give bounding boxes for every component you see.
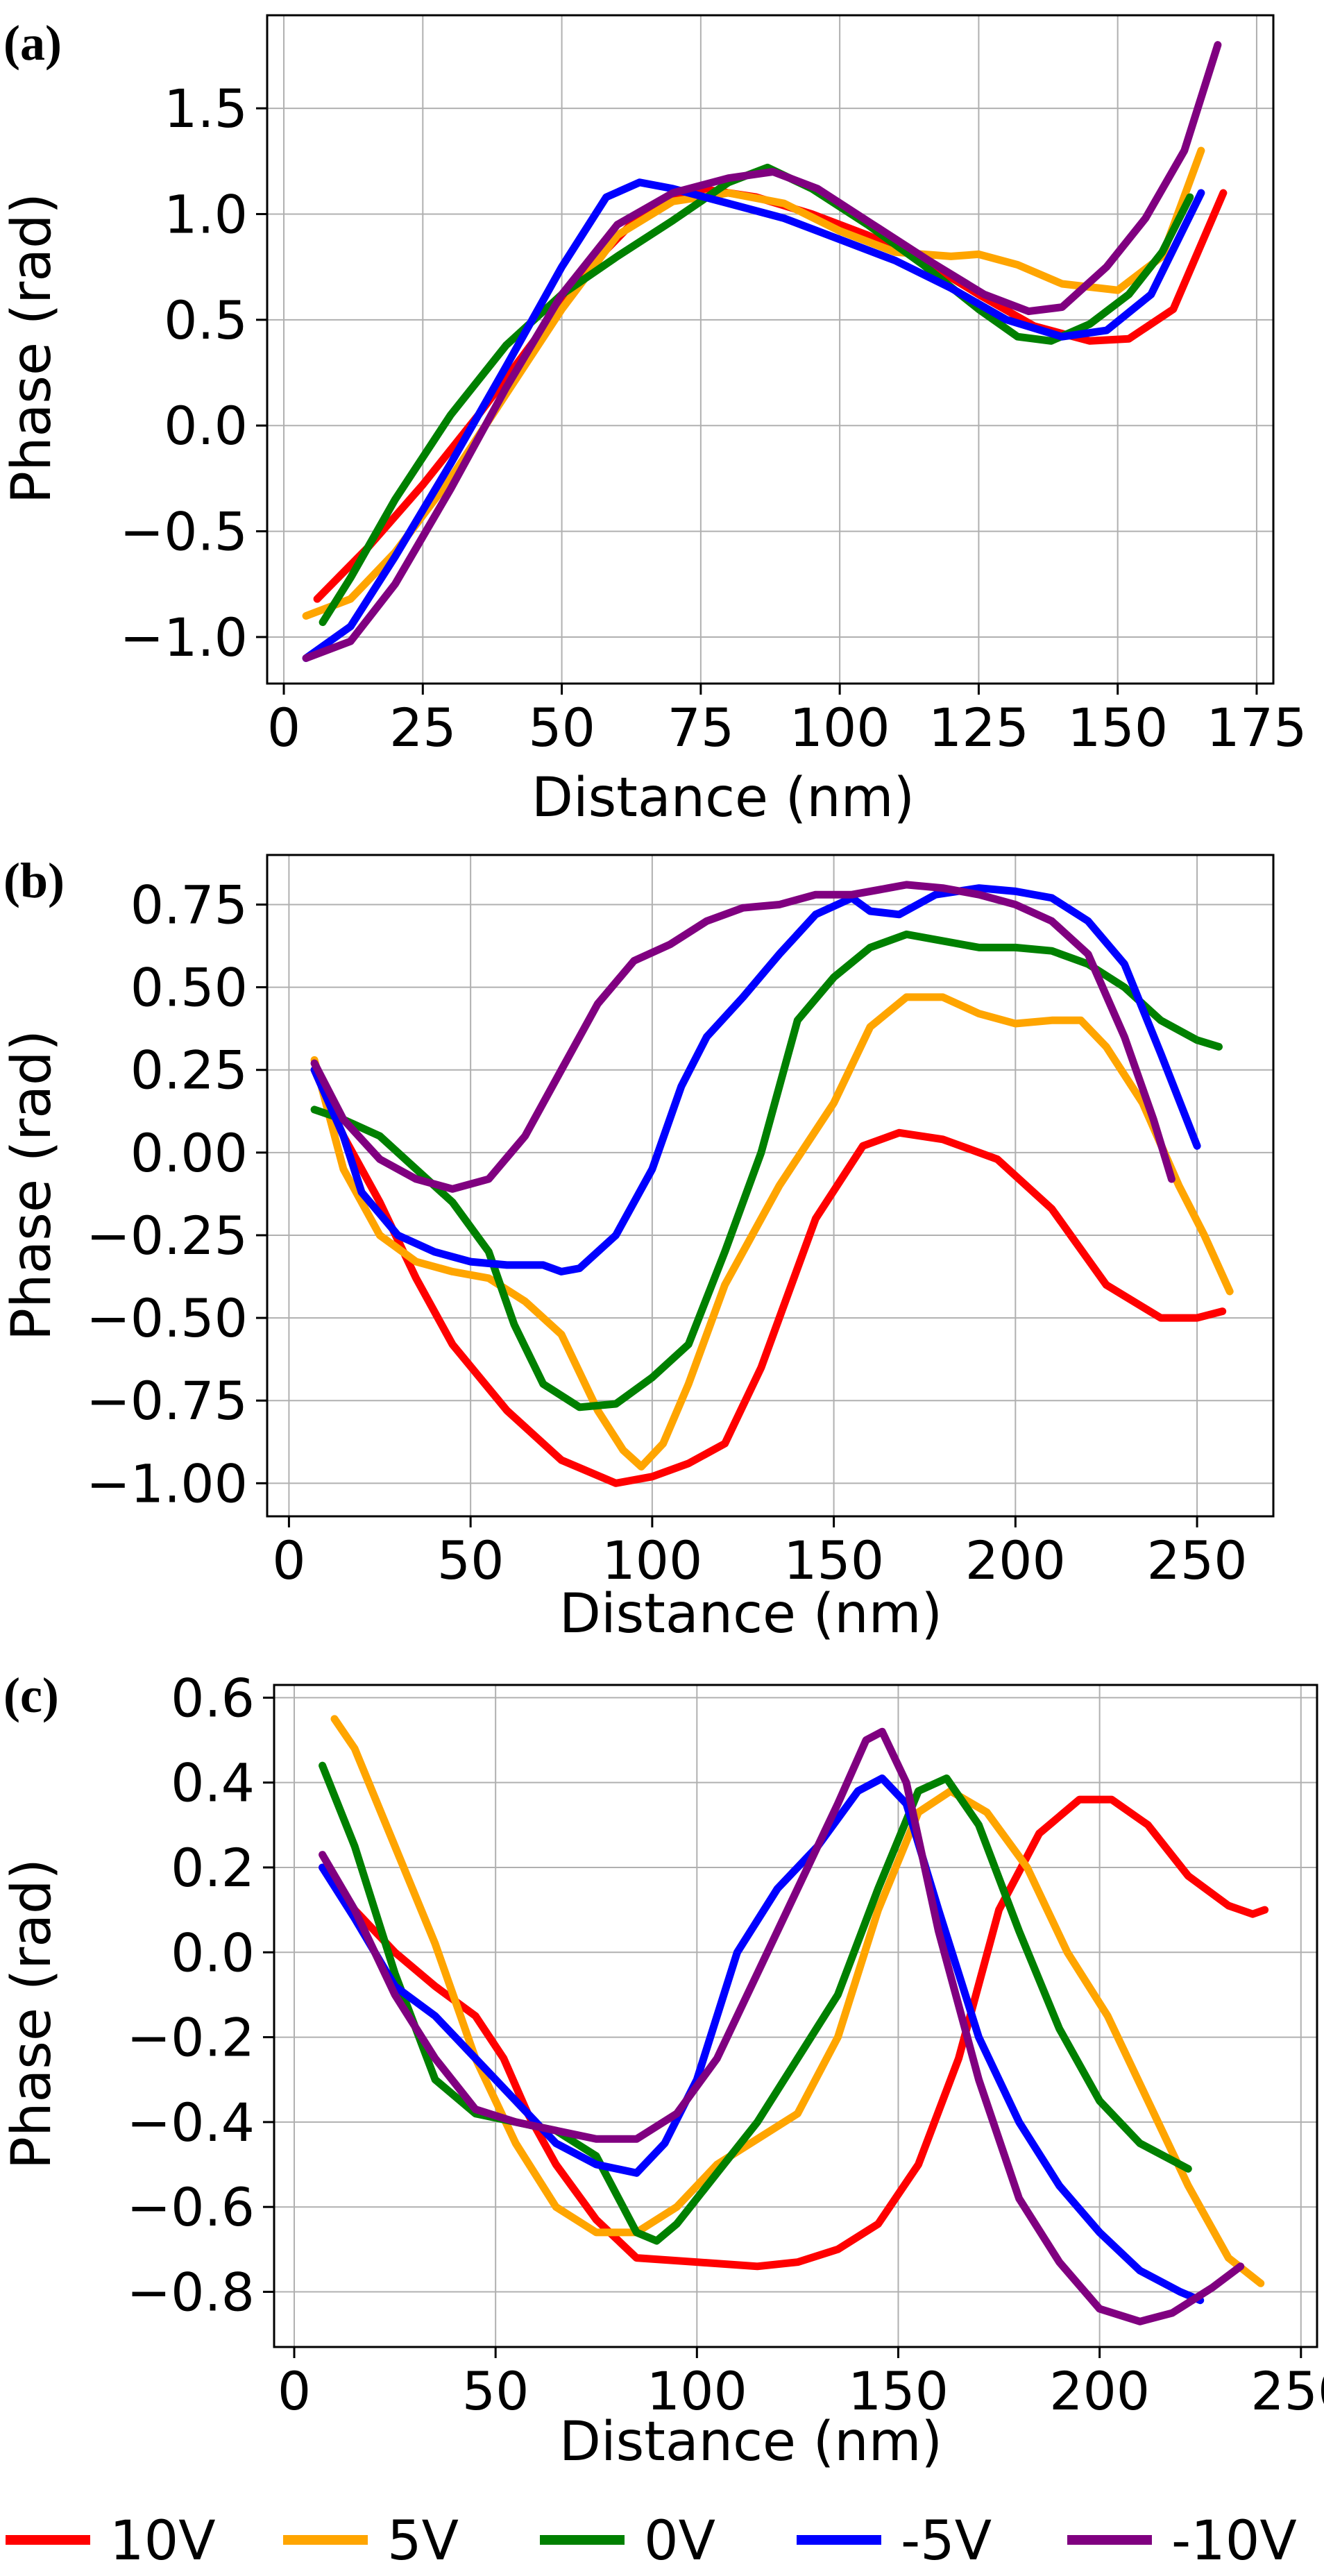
x-tick-label: 150: [848, 2360, 949, 2422]
x-tick-label: 250: [1250, 2360, 1324, 2422]
series-line--10V: [302, 41, 1222, 662]
x-tick-label: 100: [602, 1530, 702, 1591]
y-tick-label: 0.2: [171, 1837, 255, 1899]
y-tick-label: 0.25: [130, 1040, 248, 1101]
plot-frame: [266, 14, 1275, 685]
y-tick-label: −1.0: [119, 607, 248, 668]
series-line--5V: [302, 178, 1205, 662]
y-tick-label: −0.5: [119, 501, 248, 563]
y-tick-label: −0.75: [86, 1370, 248, 1432]
y-tick-label: −0.25: [86, 1205, 248, 1266]
x-tick-label: 0: [267, 697, 300, 759]
series-line-5V: [302, 146, 1205, 620]
legend: 10V 5V 0V -5V -10V: [6, 2510, 1297, 2573]
y-tick-label: −0.8: [126, 2262, 255, 2323]
y-tick-label: 1.0: [164, 183, 248, 245]
y-tick-label: 0.5: [164, 289, 248, 351]
panel-label: (c): [3, 1668, 59, 1723]
y-tick-label: 0.00: [130, 1122, 248, 1184]
x-tick-label: 175: [1206, 697, 1307, 759]
plot-frame: [273, 1684, 1318, 2348]
series-line-10V: [310, 1066, 1227, 1487]
chart-panel-1: 0 50 100 150 200 250 −1.00 −0.75 −0.50 −0.25 0.00 0…: [1, 853, 1275, 1645]
legend-label: 0V: [644, 2510, 715, 2573]
x-tick-label: 150: [1067, 697, 1168, 759]
chart-panel-2: 0 50 100 150 200 250 −0.8 −0.6 −0.4 −0.2 0.0 0.2 0.4…: [1, 1667, 1324, 2473]
series-line-0V: [319, 1761, 1192, 2245]
y-axis-title: Phase (rad): [1, 193, 63, 504]
y-tick-label: −1.00: [86, 1452, 248, 1514]
x-axis-title: Distance (nm): [532, 767, 915, 829]
x-tick-label: 200: [965, 1530, 1066, 1591]
x-tick-label: 100: [790, 697, 890, 759]
series-line--5V: [319, 1774, 1205, 2305]
x-axis-title: Distance (nm): [559, 2411, 942, 2473]
x-tick-label: 0: [272, 1530, 305, 1591]
plot-frame: [266, 854, 1275, 1518]
y-tick-label: −0.2: [126, 2007, 255, 2069]
series-line--5V: [310, 884, 1201, 1276]
x-tick-label: 25: [389, 697, 457, 759]
y-tick-label: 0.4: [171, 1752, 255, 1814]
legend-label: 5V: [387, 2510, 459, 2573]
y-tick-label: −0.6: [126, 2176, 255, 2238]
y-tick-label: 0.0: [164, 395, 248, 457]
y-tick-label: 0.0: [171, 1922, 255, 1983]
x-tick-label: 125: [928, 697, 1029, 759]
series-line-10V: [319, 1795, 1269, 2271]
x-tick-label: 100: [647, 2360, 747, 2422]
series-line-0V: [310, 930, 1223, 1412]
y-tick-label: −0.4: [126, 2092, 255, 2153]
legend-label: -10V: [1171, 2510, 1297, 2573]
legend-label: 10V: [110, 2510, 216, 2573]
y-tick-label: 0.75: [130, 874, 248, 935]
panel-label: (b): [3, 853, 65, 908]
x-tick-label: 75: [668, 697, 735, 759]
x-axis-title: Distance (nm): [559, 1583, 942, 1645]
y-axis-title: Phase (rad): [1, 1030, 63, 1341]
chart-panel-0: 0 25 50 75 100 125 150 175 −1.0 −0.5 0.0 0.5 1.0 1.5 D…: [1, 14, 1307, 829]
x-tick-label: 50: [437, 1530, 504, 1591]
x-tick-label: 200: [1049, 2360, 1150, 2422]
x-tick-label: 0: [278, 2360, 311, 2422]
series-line-0V: [319, 163, 1194, 627]
y-tick-label: 1.5: [164, 78, 248, 139]
legend-label: -5V: [901, 2510, 992, 2573]
series-line--10V: [319, 1727, 1245, 2325]
x-tick-label: 150: [783, 1530, 884, 1591]
series-line-5V: [310, 993, 1234, 1471]
series-line-10V: [313, 185, 1228, 603]
panel-label: (a): [3, 15, 62, 71]
x-tick-label: 50: [462, 2360, 529, 2422]
series-line--10V: [310, 881, 1176, 1193]
y-tick-label: −0.50: [86, 1287, 248, 1349]
y-axis-title: Phase (rad): [1, 1858, 63, 2169]
x-tick-label: 250: [1147, 1530, 1248, 1591]
x-tick-label: 50: [528, 697, 595, 759]
y-tick-label: 0.50: [130, 957, 248, 1019]
y-tick-label: 0.6: [171, 1667, 255, 1729]
